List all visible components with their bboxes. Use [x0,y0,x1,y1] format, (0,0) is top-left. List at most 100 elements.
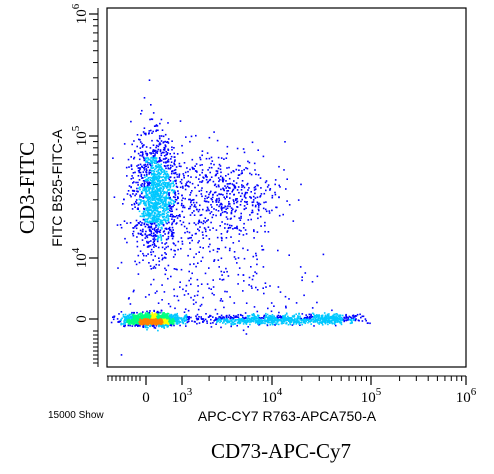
event-point [284,317,286,319]
event-point [133,314,136,317]
event-point [226,145,229,148]
event-point [256,263,258,266]
event-point [295,320,297,323]
event-point [155,174,157,176]
event-point [166,207,169,209]
event-point [159,189,162,192]
event-point [142,259,144,261]
event-point [150,248,153,251]
event-point [149,176,151,179]
event-point [161,171,164,173]
event-point [154,159,156,161]
event-point [136,145,138,148]
event-point [174,171,177,174]
event-point [212,214,215,216]
event-point [159,229,162,231]
event-point [173,191,175,193]
event-point [258,317,260,320]
event-point [239,321,242,324]
event-point [166,222,168,225]
event-point [349,316,352,318]
event-point [162,257,164,260]
event-point [266,321,269,324]
event-point [179,286,181,288]
event-point [155,196,158,198]
event-point [152,130,154,133]
event-point [129,324,131,327]
event-point [258,319,261,321]
event-point [155,322,158,325]
event-point [158,164,160,166]
event-point [127,324,130,327]
event-point [212,227,214,229]
event-point [151,325,154,327]
event-point [255,318,258,320]
event-point [265,180,268,182]
event-point [226,290,228,293]
event-point [148,221,150,224]
event-point [139,196,141,198]
event-point [279,318,282,321]
event-point [241,186,243,188]
event-point [160,236,162,239]
event-point [120,261,123,264]
event-point [158,325,160,328]
event-point [149,201,152,203]
event-point [163,208,165,211]
event-point [149,313,151,316]
event-point [216,320,218,322]
event-point [152,157,155,160]
y-tick-label-exponent: 4 [70,247,82,253]
event-point [151,228,154,230]
event-point [137,208,139,210]
event-point [255,254,258,257]
event-point [138,261,141,264]
event-point [275,206,277,209]
event-point [178,176,180,178]
event-point [174,163,176,166]
event-point [228,201,230,203]
event-point [157,316,159,319]
event-point [123,143,126,145]
event-point [187,318,190,320]
x-tick-label-exponent: 4 [277,386,283,398]
event-point [231,190,233,193]
event-point [170,183,172,185]
event-point [183,162,186,164]
event-point [290,318,293,321]
event-point [254,188,257,190]
event-point [219,225,221,227]
event-point [176,317,178,320]
event-point [166,141,169,143]
event-point [329,320,331,322]
event-point [206,206,209,209]
event-point [233,184,235,187]
event-point [262,248,265,251]
event-point [162,223,165,226]
event-point [221,211,224,214]
event-point [154,216,157,218]
event-point [257,315,259,318]
event-point [123,321,125,324]
event-point [291,320,293,323]
event-point [263,192,266,195]
event-point [241,172,243,174]
event-point [181,240,184,243]
event-point [152,150,154,152]
event-point [351,317,353,319]
event-point [178,322,180,324]
event-point [218,197,220,200]
event-point [250,191,252,193]
event-point [164,196,167,198]
event-point [132,233,134,235]
event-point [154,244,156,246]
event-point [171,148,173,151]
event-point [226,230,229,232]
event-point [223,158,225,160]
event-point [176,153,179,155]
event-point [176,215,178,217]
event-point [160,196,163,198]
event-point [215,201,218,203]
event-point [327,318,330,320]
event-point [226,223,229,226]
